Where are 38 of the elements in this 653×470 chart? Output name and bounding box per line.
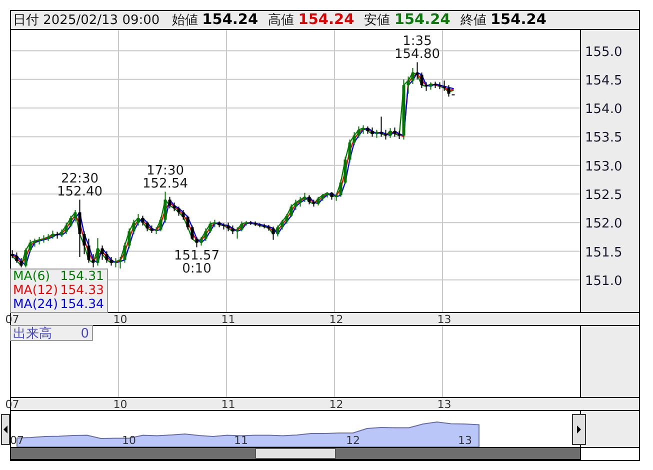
- series-label: MA(6): [13, 268, 50, 283]
- y-tick-label: 155.0: [585, 44, 622, 60]
- text: 日付 2025/02/13 09:00: [13, 13, 160, 28]
- y-tick-label: 152.5: [585, 188, 622, 203]
- x-tick-label: 11: [234, 434, 248, 447]
- category-label: 13: [437, 398, 452, 411]
- panel-label: 出来高 0: [10, 325, 93, 342]
- y-tick-label: 151.0: [585, 274, 622, 289]
- category-label: 12: [329, 398, 344, 411]
- series-label: MA(12): [13, 282, 58, 297]
- y-tick-label: 152.0: [585, 216, 622, 232]
- text: 高値 154.24: [268, 12, 354, 28]
- x-tick-label: 13: [437, 313, 452, 326]
- x-tick-label: 07: [10, 434, 24, 447]
- category-label: 11: [221, 398, 236, 411]
- text: MA(24): [13, 296, 58, 311]
- y-tick-label: 153.0: [585, 159, 622, 174]
- x-tick-label: 11: [221, 313, 236, 326]
- annotation: 154.34: [60, 296, 104, 311]
- annotation: 22:30 152.40: [57, 172, 102, 200]
- category-label: 10: [113, 398, 128, 411]
- annotation: 154.33: [60, 282, 104, 297]
- annotation: 151.57 0:10: [174, 248, 220, 276]
- annotation: 1:35 154.80: [394, 34, 440, 62]
- x-tick-label: 12: [329, 313, 344, 326]
- x-tick-label: 10: [122, 434, 136, 447]
- y-tick-label: 151.5: [585, 245, 622, 260]
- y-tick-label: 153.5: [585, 130, 622, 146]
- y-tick-label: 154.0: [585, 102, 622, 118]
- x-tick-label: 13: [458, 434, 472, 447]
- x-tick-label: 10: [113, 313, 128, 326]
- text: 安値 154.24: [364, 12, 450, 28]
- text: 終値 154.24: [459, 12, 546, 28]
- text: 始値 154.24: [172, 12, 258, 28]
- y-tick-label: 154.5: [585, 73, 622, 88]
- annotation: 17:30 152.54: [142, 164, 188, 192]
- annotation: 154.31: [60, 268, 104, 283]
- x-tick-label: 12: [346, 434, 360, 447]
